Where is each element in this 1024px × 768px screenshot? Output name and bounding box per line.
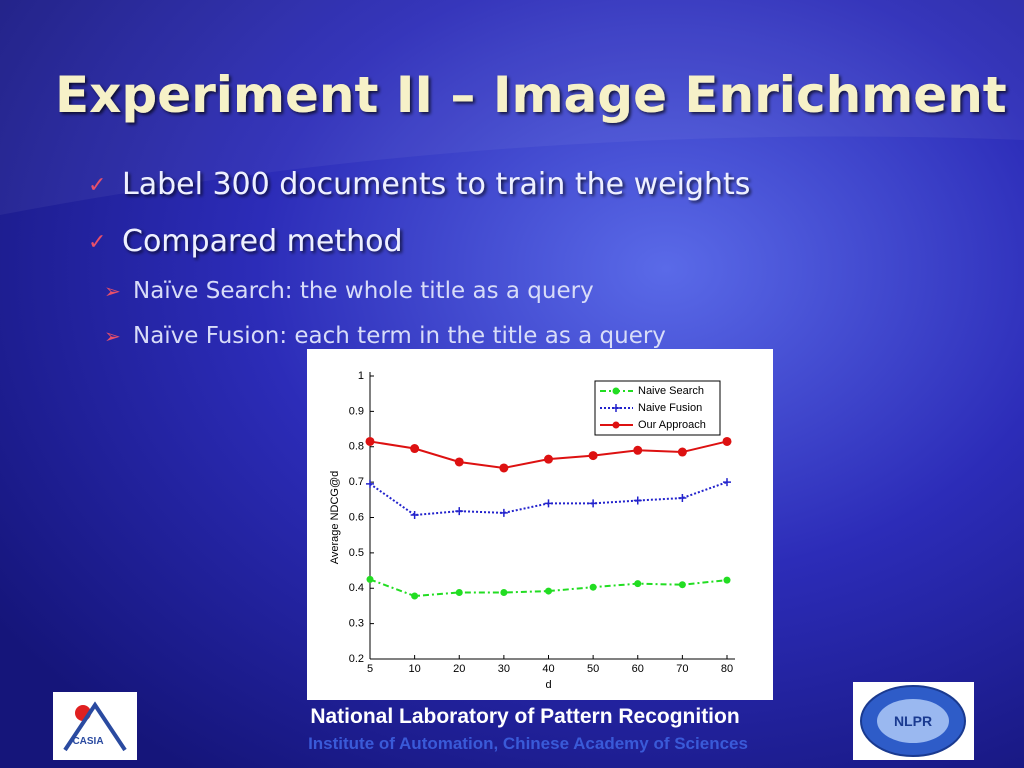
x-tick-label: 50 <box>587 663 599 675</box>
y-tick-label: 0.8 <box>349 441 364 453</box>
x-tick-label: 40 <box>542 663 554 675</box>
bullet: Label 300 documents to train the weights <box>122 167 750 202</box>
legend-label: Our Approach <box>638 419 706 431</box>
bullet: Compared method <box>122 224 403 259</box>
marker <box>722 436 732 446</box>
y-tick-label: 1 <box>358 370 364 382</box>
slide-title: Experiment II – Image Enrichment <box>55 66 1007 124</box>
sub-bullet: Naïve Fusion: each term in the title as … <box>133 323 666 349</box>
marker <box>633 496 642 505</box>
marker <box>723 478 731 487</box>
marker <box>366 479 374 488</box>
legend-label: Naive Search <box>638 385 704 397</box>
marker <box>499 508 508 517</box>
marker <box>411 592 419 600</box>
marker <box>633 445 643 455</box>
y-tick-label: 0.7 <box>349 476 364 488</box>
marker <box>589 499 598 508</box>
x-tick-label: 20 <box>453 663 465 675</box>
swoosh <box>0 0 1024 215</box>
marker <box>410 511 419 520</box>
marker <box>366 575 374 583</box>
logo-text: CASIA <box>72 736 103 747</box>
marker <box>454 457 464 467</box>
marker <box>455 588 463 596</box>
y-tick-label: 0.6 <box>349 511 364 523</box>
marker <box>544 499 553 508</box>
legend-marker <box>612 387 620 395</box>
x-tick-label: 10 <box>409 663 421 675</box>
y-tick-label: 0.9 <box>349 405 364 417</box>
x-tick-label: 70 <box>676 663 688 675</box>
marker <box>455 507 464 516</box>
chart: 0.2 0.3 0.4 0.5 0.6 0.7 0.8 0.9 1 5 10 20 30 40 50 60 70… <box>307 349 773 700</box>
logo-inner <box>877 699 949 743</box>
legend-marker <box>612 404 620 412</box>
check-icon: ✓ <box>88 173 106 198</box>
y-axis-label: Average NDCG@d <box>329 471 341 565</box>
legend-label: Naive Fusion <box>638 402 702 414</box>
y-tick-label: 0.4 <box>349 582 364 594</box>
marker <box>634 580 642 588</box>
marker <box>723 576 731 584</box>
marker <box>410 444 420 454</box>
x-tick-label: 60 <box>632 663 644 675</box>
marker <box>544 454 553 464</box>
marker <box>678 494 687 503</box>
marker <box>365 436 375 446</box>
check-icon: ✓ <box>88 230 106 255</box>
arrow-icon: ➢ <box>104 279 121 303</box>
marker <box>500 588 508 596</box>
y-tick-label: 0.3 <box>349 618 364 630</box>
marker <box>499 463 509 473</box>
marker <box>545 587 552 595</box>
marker <box>677 447 687 457</box>
x-axis-label: d <box>545 679 551 691</box>
logo-shape <box>63 701 127 752</box>
footer-line1: National Laboratory of Pattern Recogniti… <box>310 705 739 728</box>
marker <box>678 581 686 589</box>
logo-text: NLPR <box>894 713 932 729</box>
arrow-icon: ➢ <box>104 324 121 348</box>
marker <box>589 583 597 591</box>
y-tick-label: 0.2 <box>349 653 364 665</box>
y-tick-label: 0.5 <box>349 547 364 559</box>
sub-bullet: Naïve Search: the whole title as a query <box>133 278 594 304</box>
x-tick-label: 80 <box>721 663 733 675</box>
x-tick-label: 30 <box>498 663 510 675</box>
footer-line2: Institute of Automation, Chinese Academy… <box>308 734 748 753</box>
x-tick-label: 5 <box>367 663 373 675</box>
legend-marker <box>612 421 620 429</box>
marker <box>588 451 598 461</box>
